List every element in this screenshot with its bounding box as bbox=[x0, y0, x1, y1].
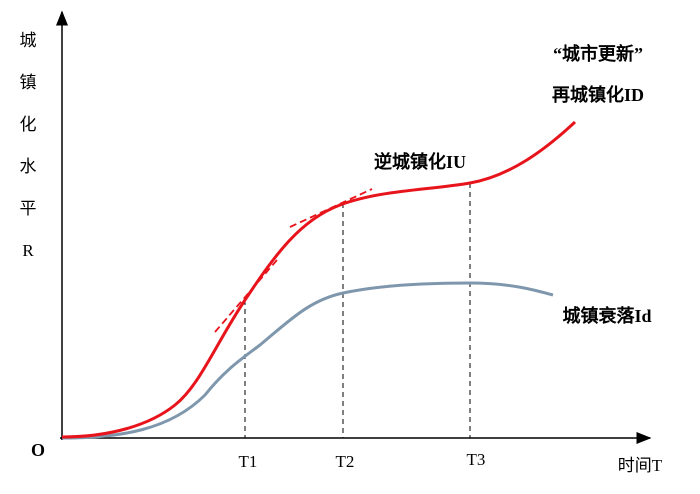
y-axis-label: 城 镇 化 水 平 R bbox=[20, 31, 37, 260]
x-axis-label: 时间T bbox=[618, 456, 663, 475]
decline-curve bbox=[61, 281, 554, 440]
x-tick-label: T2 bbox=[336, 452, 355, 471]
annotation: 再城镇化ID bbox=[552, 84, 644, 105]
y-label-char: 化 bbox=[20, 115, 37, 134]
y-label-char: R bbox=[22, 241, 34, 260]
y-label-char: 镇 bbox=[20, 73, 37, 92]
annotation: 逆城镇化IU bbox=[374, 151, 466, 172]
x-tick-label: T3 bbox=[467, 450, 486, 469]
x-tick-label: T1 bbox=[239, 452, 258, 471]
y-label-char: 城 bbox=[20, 31, 37, 50]
y-label-char: 水 bbox=[20, 157, 37, 176]
guide-lines bbox=[244, 183, 471, 438]
urbanization-curve bbox=[61, 120, 577, 439]
y-label-char: 平 bbox=[20, 199, 37, 218]
annotation: “城市更新” bbox=[553, 43, 643, 64]
annotation: 城镇衰落Id bbox=[562, 305, 651, 326]
origin-label: O bbox=[31, 440, 45, 460]
